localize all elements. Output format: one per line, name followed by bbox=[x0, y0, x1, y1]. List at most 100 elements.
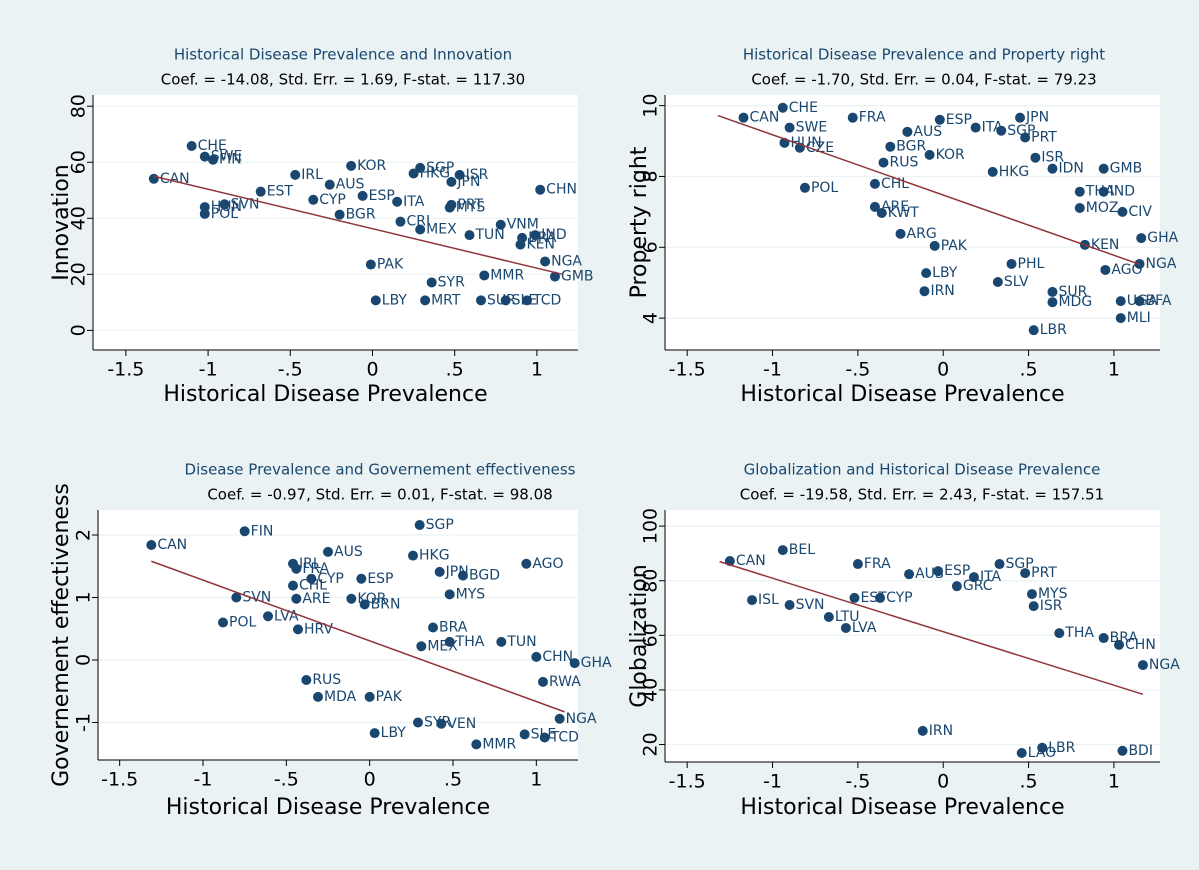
point bbox=[356, 573, 367, 584]
point-label: FIN bbox=[219, 152, 242, 168]
plot-area bbox=[93, 95, 578, 350]
point-label: CHN bbox=[1125, 637, 1156, 653]
point bbox=[919, 286, 930, 297]
point-label: SVN bbox=[796, 597, 825, 613]
chart-subtitle: Coef. = -0.97, Std. Err. = 0.01, F-stat.… bbox=[207, 486, 552, 504]
point-label: SVN bbox=[242, 590, 271, 606]
point-label: IRL bbox=[299, 556, 321, 572]
point-label: TCD bbox=[532, 292, 561, 308]
point-label: MYS bbox=[1038, 586, 1068, 602]
point bbox=[308, 194, 319, 205]
point-label: ESP bbox=[946, 112, 972, 128]
point bbox=[902, 126, 913, 137]
point bbox=[464, 230, 475, 241]
point-label: ISR bbox=[1041, 150, 1064, 166]
point bbox=[1016, 747, 1027, 758]
point-label: BRN bbox=[371, 596, 401, 612]
point bbox=[895, 228, 906, 239]
point-label: SYR bbox=[438, 274, 465, 290]
point bbox=[1100, 264, 1111, 275]
point-label: MYS bbox=[456, 586, 486, 602]
point bbox=[904, 569, 915, 580]
point bbox=[823, 612, 834, 623]
point-label: BGR bbox=[896, 139, 926, 155]
point-label: ESP bbox=[944, 563, 970, 579]
point-label: LBR bbox=[1048, 740, 1075, 756]
point bbox=[496, 636, 507, 647]
point bbox=[996, 125, 1007, 136]
point bbox=[357, 190, 368, 201]
point bbox=[500, 295, 511, 306]
y-axis-title: Governement effectiveness bbox=[49, 483, 74, 787]
point-label: PAK bbox=[941, 238, 968, 254]
point bbox=[1006, 258, 1017, 269]
point bbox=[415, 224, 426, 235]
point bbox=[917, 725, 928, 736]
point bbox=[847, 112, 858, 123]
point-label: PRT bbox=[1031, 565, 1057, 581]
point bbox=[323, 546, 333, 557]
x-tick-label: .5 bbox=[1019, 771, 1037, 793]
point bbox=[876, 207, 887, 218]
point bbox=[1030, 152, 1041, 163]
point-label: MMR bbox=[482, 736, 516, 752]
x-tick-label: 0 bbox=[937, 359, 949, 381]
point-label: GHA bbox=[1147, 230, 1178, 246]
point-label: VNM bbox=[507, 217, 539, 233]
point-label: BGD bbox=[469, 568, 500, 584]
point bbox=[370, 295, 381, 306]
fit-line bbox=[717, 114, 1140, 265]
point-label: IRL bbox=[301, 167, 323, 183]
point-label: FRA bbox=[302, 561, 329, 577]
y-axis-title: Globalization bbox=[627, 564, 652, 707]
point-label: CAN bbox=[750, 110, 780, 126]
point bbox=[549, 271, 560, 282]
x-axis-title: Historical Disease Prevalence bbox=[740, 382, 1064, 407]
point-label: SWE bbox=[796, 120, 828, 136]
point-label: GMB bbox=[1110, 161, 1143, 177]
point bbox=[313, 691, 323, 702]
point-label: HKG bbox=[420, 165, 451, 181]
point bbox=[970, 122, 981, 133]
x-tick-label: 1 bbox=[1108, 771, 1120, 793]
point-label: LBR bbox=[1040, 322, 1067, 338]
point bbox=[921, 268, 932, 279]
point bbox=[148, 173, 159, 184]
y-tick-label: 20 bbox=[640, 732, 662, 756]
y-tick-label: 4 bbox=[640, 312, 662, 324]
x-tick-label: -1 bbox=[763, 771, 782, 793]
point bbox=[849, 592, 860, 603]
point-label: SGP bbox=[426, 160, 454, 176]
point bbox=[413, 717, 423, 728]
point bbox=[324, 179, 335, 190]
point bbox=[444, 589, 455, 600]
point bbox=[458, 570, 468, 581]
point-label: CAN bbox=[736, 553, 766, 569]
point bbox=[878, 157, 889, 168]
point bbox=[436, 718, 447, 729]
point-label: MEX bbox=[426, 222, 457, 238]
point bbox=[1028, 601, 1039, 612]
point-label: THA bbox=[455, 634, 485, 650]
point-label: SGP bbox=[1006, 556, 1034, 572]
point bbox=[539, 732, 550, 743]
point bbox=[476, 295, 486, 306]
point bbox=[1137, 660, 1148, 671]
x-tick-label: -1 bbox=[763, 359, 782, 381]
point bbox=[420, 295, 431, 306]
point-label: MEX bbox=[427, 638, 458, 654]
point bbox=[1026, 589, 1037, 600]
point bbox=[522, 295, 533, 306]
point-label: IDN bbox=[1058, 161, 1083, 177]
point bbox=[1115, 313, 1126, 324]
point bbox=[359, 599, 370, 610]
y-tick-label: 60 bbox=[640, 623, 662, 647]
y-tick-label: 60 bbox=[68, 150, 90, 174]
x-tick-label: 0 bbox=[937, 771, 949, 793]
point bbox=[446, 176, 457, 187]
point-label: IRN bbox=[929, 723, 953, 739]
point-label: SWE bbox=[211, 149, 243, 165]
point-label: ESP bbox=[369, 188, 395, 204]
point-label: NGA bbox=[566, 711, 597, 727]
point bbox=[471, 739, 482, 750]
